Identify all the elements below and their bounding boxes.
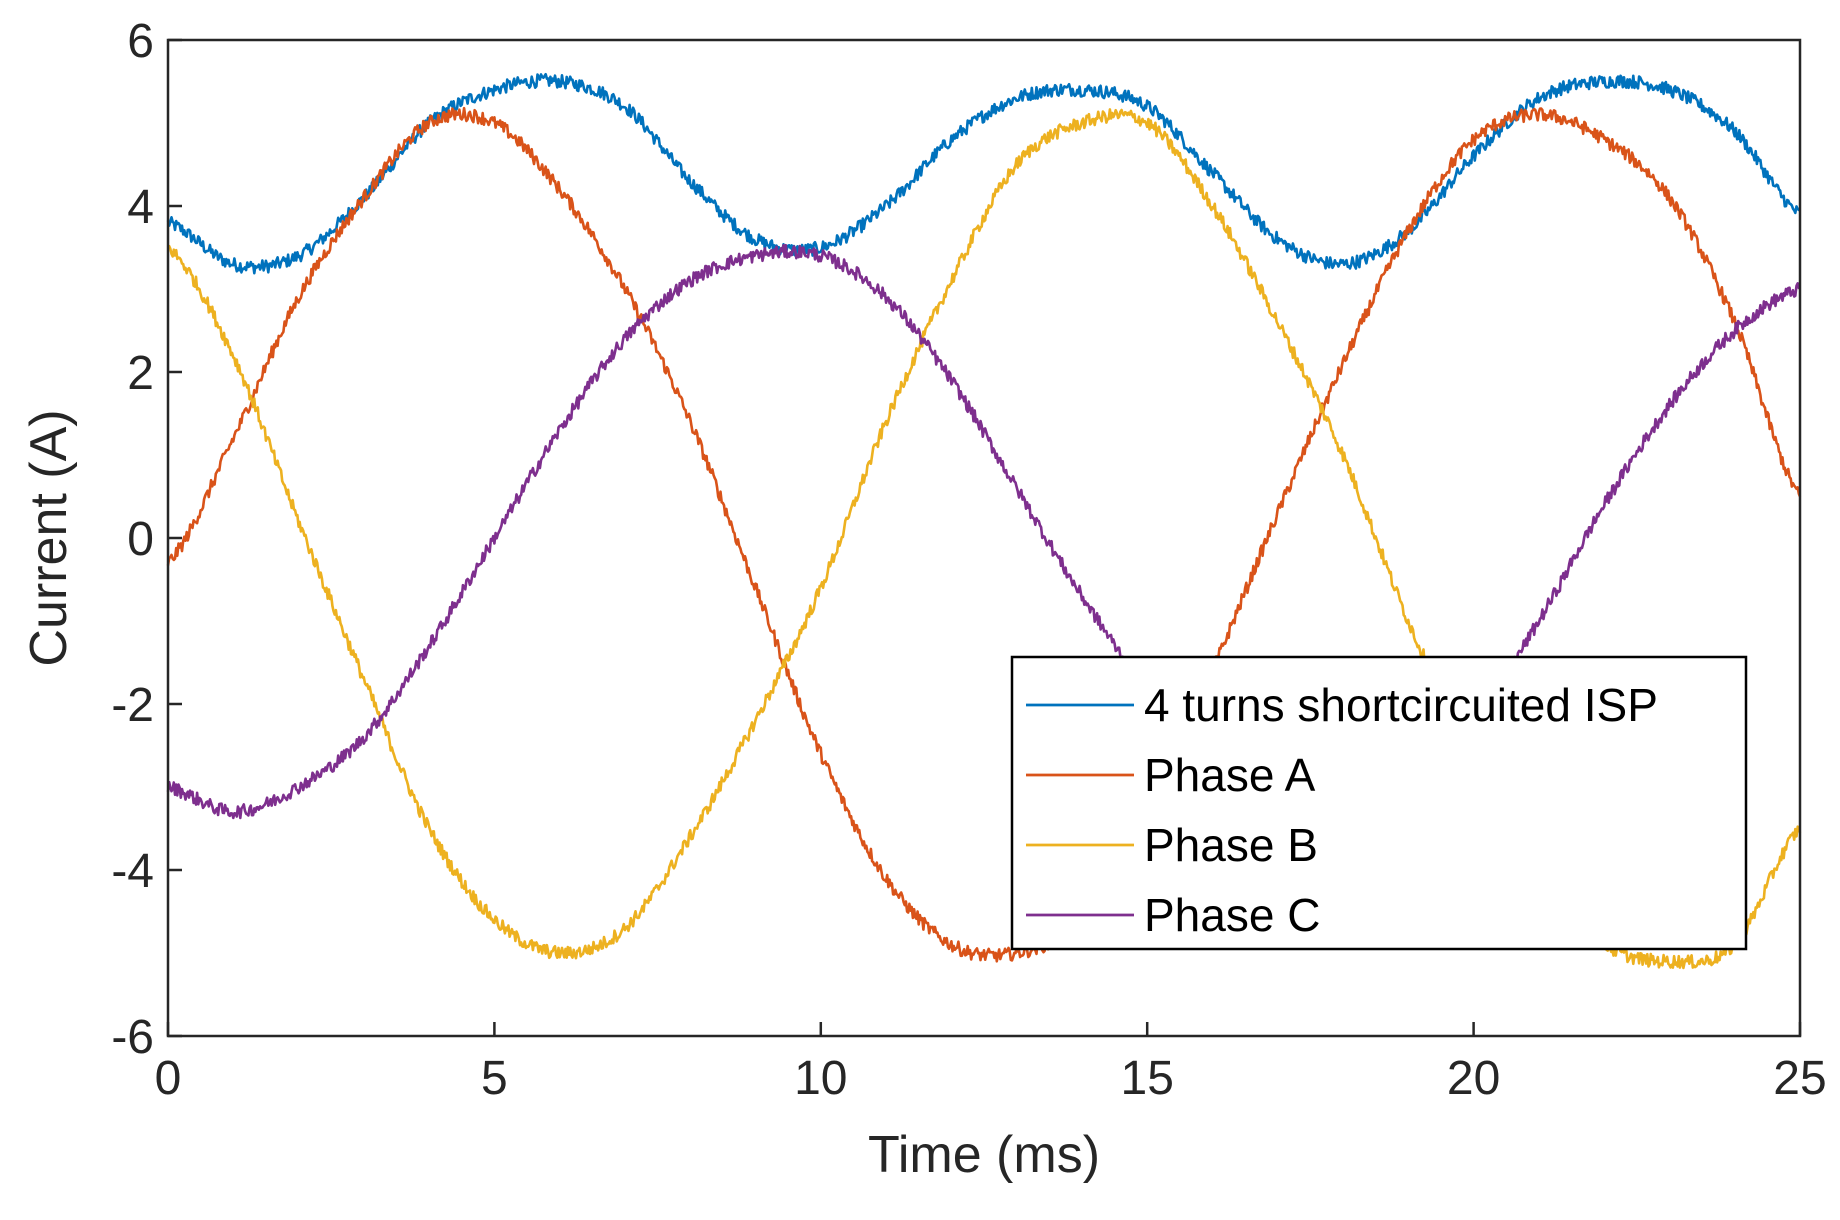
y-tick-label: -4 (111, 845, 154, 898)
axis-ticks: 0 5 10 15 20 25 -6 -4 -2 0 2 4 6 (111, 15, 1826, 1105)
legend-label-2: Phase B (1144, 819, 1318, 871)
legend: 4 turns shortcircuited ISP Phase A Phase B… (1010, 655, 1748, 951)
x-tick-label: 15 (1121, 1052, 1174, 1105)
x-tick-label: 10 (794, 1052, 847, 1105)
x-tick-label: 20 (1447, 1052, 1500, 1105)
y-axis-label: Current (A) (20, 409, 78, 666)
x-axis-label: Time (ms) (868, 1126, 1100, 1184)
series-line-1 (166, 106, 1802, 963)
legend-box (1010, 655, 1748, 951)
y-tick-label: -6 (111, 1011, 154, 1064)
y-tick-label: 6 (127, 15, 154, 68)
series-line-0 (166, 72, 1801, 275)
legend-label-3: Phase C (1144, 889, 1320, 941)
y-tick-label: 4 (127, 181, 154, 234)
legend-label-0: 4 turns shortcircuited ISP (1144, 679, 1658, 731)
y-tick-label: 2 (127, 347, 154, 400)
legend-label-1: Phase A (1144, 749, 1316, 801)
x-tick-label: 0 (155, 1052, 182, 1105)
series-line-3 (166, 243, 1802, 820)
y-tick-label: -2 (111, 679, 154, 732)
x-tick-label: 25 (1773, 1052, 1826, 1105)
y-tick-label: 0 (127, 513, 154, 566)
x-tick-label: 5 (481, 1052, 508, 1105)
